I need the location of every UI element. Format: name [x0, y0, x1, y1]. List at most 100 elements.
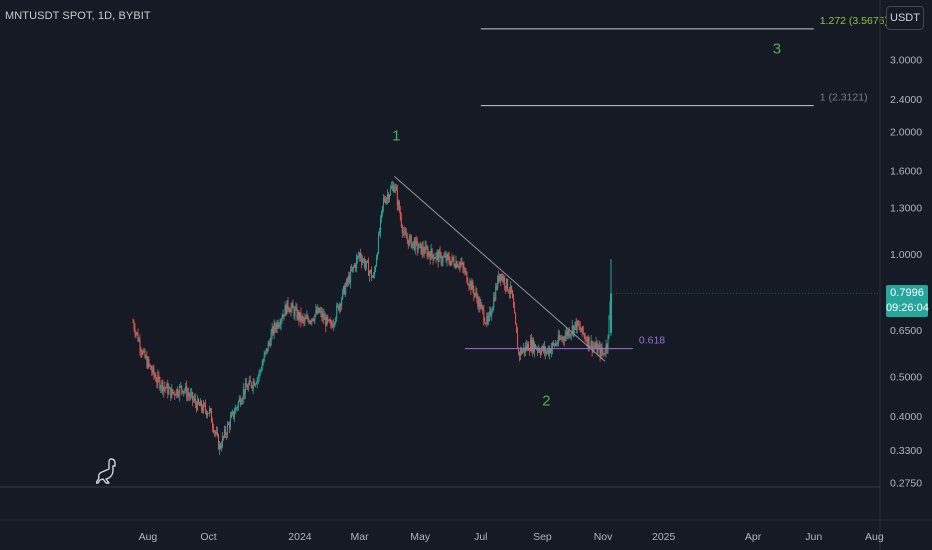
candle — [554, 339, 556, 347]
candle — [291, 301, 293, 313]
fib-level-label: 0.618 — [639, 335, 665, 347]
candle — [558, 330, 560, 342]
candle — [334, 321, 336, 328]
candle — [417, 242, 419, 254]
candle — [326, 314, 328, 327]
candle — [398, 200, 400, 213]
candle — [390, 181, 392, 190]
candle — [483, 304, 485, 326]
candle — [327, 314, 329, 325]
candle — [405, 227, 407, 239]
candle — [468, 283, 470, 291]
x-tick-label: Apr — [745, 531, 762, 543]
candle — [261, 359, 263, 371]
candle — [497, 274, 499, 291]
candle — [145, 354, 147, 360]
candle — [216, 427, 218, 438]
candle — [336, 302, 338, 322]
currency-button[interactable]: USDT — [886, 6, 924, 30]
candle — [438, 248, 440, 263]
candle — [241, 396, 243, 405]
candle — [474, 292, 476, 299]
candle — [485, 322, 487, 326]
candle — [255, 381, 257, 385]
candle — [479, 296, 481, 313]
y-tick-label: 3.0000 — [890, 55, 922, 67]
candle — [422, 240, 424, 257]
candle — [212, 417, 214, 433]
candle — [277, 319, 279, 330]
candle — [375, 254, 377, 268]
candle — [347, 276, 349, 287]
candle — [436, 249, 438, 260]
candle — [225, 432, 227, 440]
y-tick-label: 2.4000 — [890, 94, 922, 106]
time-axis[interactable]: Aug Oct 2024 Mar May Jul Sep Nov 2025 Apr Jun Aug — [139, 531, 884, 543]
y-tick-label: 1.3000 — [890, 202, 922, 214]
x-tick-label: Nov — [594, 531, 613, 543]
candle — [322, 308, 324, 323]
candle — [410, 234, 412, 249]
candle — [492, 306, 494, 313]
candle — [331, 319, 333, 330]
candle — [590, 334, 592, 349]
candle — [460, 258, 462, 269]
candle — [522, 348, 524, 354]
x-tick-label: Jul — [474, 531, 487, 543]
candle — [341, 296, 343, 311]
candle — [441, 255, 443, 267]
candle — [379, 215, 381, 239]
candle — [207, 411, 209, 419]
candle — [154, 372, 156, 379]
candle — [356, 253, 358, 273]
candle — [188, 387, 190, 401]
candle — [392, 182, 394, 193]
candle — [224, 425, 226, 439]
candle — [344, 283, 346, 296]
candle — [189, 392, 191, 402]
candle — [166, 382, 168, 389]
candle — [452, 256, 454, 262]
candle — [300, 307, 302, 328]
candle — [378, 227, 380, 236]
candle — [559, 335, 561, 340]
candle — [247, 382, 249, 392]
candle — [596, 340, 598, 354]
candle — [458, 261, 460, 270]
candle — [415, 235, 417, 247]
fib-level-label: 1 (2.3121) — [820, 92, 868, 104]
candle — [459, 261, 461, 273]
candle — [409, 234, 411, 244]
candle — [278, 321, 280, 329]
candle — [419, 241, 421, 249]
candle — [517, 327, 519, 349]
candle — [480, 298, 482, 310]
candle — [371, 266, 373, 282]
candle — [206, 409, 208, 419]
candle — [585, 336, 587, 342]
trendline[interactable] — [394, 175, 606, 362]
candle — [432, 254, 434, 265]
candle — [165, 386, 167, 394]
candle — [552, 340, 554, 347]
candle — [134, 323, 136, 338]
candle — [407, 239, 409, 249]
candle — [443, 252, 445, 258]
candle — [233, 407, 235, 423]
candle — [442, 255, 444, 267]
candle — [511, 285, 513, 294]
candle — [363, 257, 365, 264]
candle — [274, 321, 276, 333]
candle — [365, 259, 367, 272]
candle — [364, 256, 366, 270]
candle — [393, 183, 395, 193]
candle — [333, 318, 335, 332]
candle — [394, 183, 396, 194]
candle — [197, 395, 199, 411]
candle — [553, 343, 555, 348]
price-axis[interactable]: 3.0000 2.4000 2.0000 1.6000 1.3000 1.0000 0.65… — [890, 55, 922, 490]
y-tick-label: 0.5000 — [890, 372, 922, 384]
candle — [472, 279, 474, 294]
candle — [546, 348, 548, 355]
